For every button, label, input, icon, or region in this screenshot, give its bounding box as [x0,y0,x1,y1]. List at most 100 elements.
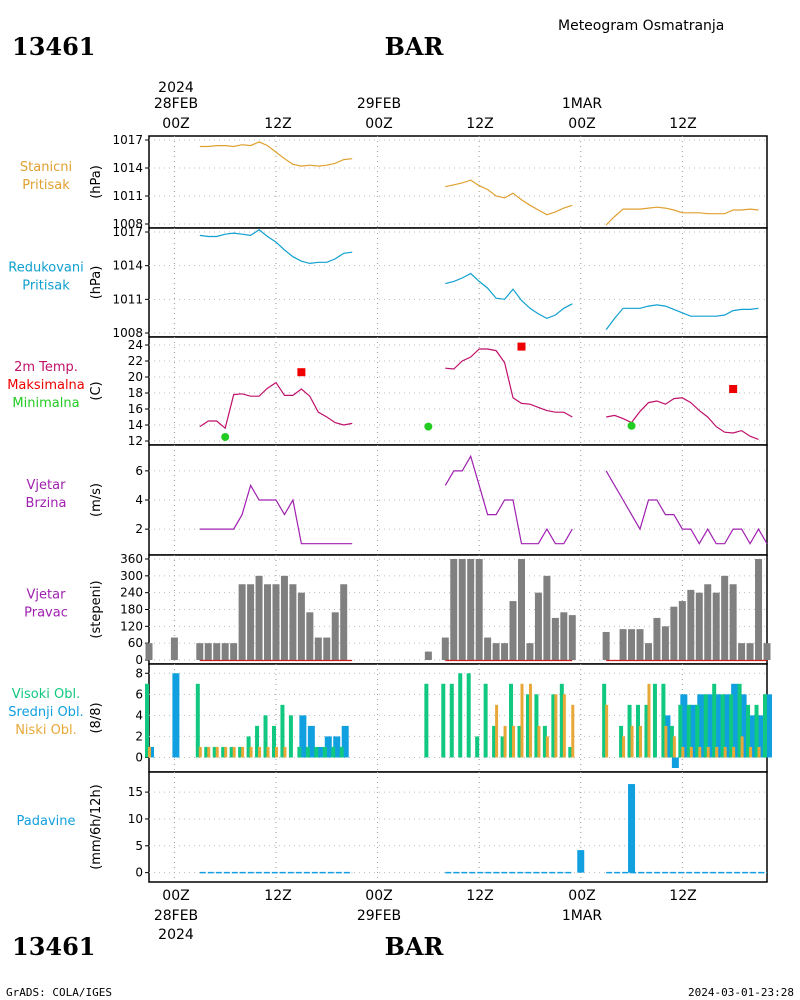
cloud-mid-bar [299,715,307,758]
cloud-high-bar [559,683,564,758]
wind-direction-bar [687,589,695,660]
wind-direction-bar [695,592,703,660]
cloud-high-bar [475,736,480,758]
cloud-low-bar [554,694,558,758]
cloud-high-bar [500,736,505,758]
cloud-high-bar [297,746,302,758]
cloud-high-bar [263,715,268,758]
cloud-low-bar [215,746,219,758]
wind-direction-bar [450,559,458,660]
panel-precipitation: 15 10 5 0 (mm/6h/12h) Padavine [17,771,768,883]
cloud-mid-bar [697,694,705,758]
y-tick-label: 0 [135,750,143,764]
cloud-high-bar [449,683,454,758]
series-line [445,348,573,418]
cloud-high-bar [746,704,751,758]
y-tick-label: 4 [135,708,143,722]
cloud-high-bar [542,725,547,758]
chart-title: Meteogram Osmatranja [558,18,724,34]
panels-group: 1017101410111008(hPa)StanicniPritisak101… [7,133,772,883]
cloud-low-bar [249,746,253,758]
bottom-hour-label-4: 12Z [466,888,493,904]
panel-label: Stanicni [20,160,72,175]
wind-direction-bar [475,559,483,660]
wind-direction-bar [264,584,272,660]
y-axis-unit: (C) [89,381,104,400]
panel-label: Pritisak [22,178,70,193]
y-tick-label: 1014 [112,259,143,273]
cloud-low-bar [715,746,719,758]
wind-direction-bar [602,631,610,660]
panel-frame [148,135,768,229]
series-line [445,272,573,320]
cloud-high-bar [627,704,632,758]
cloud-high-bar [145,683,149,758]
y-tick-label: 2 [135,729,143,743]
wind-direction-bar [492,643,500,660]
series-line [605,304,759,330]
cloud-high-bar [331,746,336,758]
bottom-hour-label-2: 12Z [264,888,291,904]
cloud-high-bar [754,704,759,758]
cloud-high-bar [204,746,209,758]
y-tick-label: 0 [135,866,143,880]
timestamp-text: 2024-03-01-23:28 [688,986,794,999]
cloud-high-bar [525,694,530,758]
panel-station_pressure: 1017 1014 1011 1008 (hPa) Stanicni Pritisak [20,133,768,231]
cloud-low-bar [232,746,236,758]
cloud-mid-bar [307,725,315,758]
wind-direction-bar [458,559,466,660]
cloud-low-bar [224,746,228,758]
panel-label: Vjetar [27,588,67,603]
cloud-mid-bar [688,704,696,758]
wind-direction-bar [289,584,297,660]
cloud-low-bar [732,746,736,758]
series-line [445,179,573,216]
cloud-high-bar [509,683,514,758]
cloud-high-bar [678,704,683,758]
cloud-high-bar [534,694,539,758]
wind-direction-bar [543,575,551,660]
cloud-low-bar [757,746,761,758]
wind-direction-bar [424,651,432,660]
wind-direction-bar [509,601,517,660]
y-tick-label: 2 [135,522,143,536]
bottom-hour-label-1: 00Z [162,888,189,904]
cloud-low-bar [740,736,744,758]
y-tick-label: 6 [135,464,143,478]
cloud-high-bar [280,704,285,758]
y-tick-label: 4 [135,493,143,507]
wind-direction-bar [467,559,475,660]
tmin-marker [627,421,636,430]
top-hour-label-4: 12Z [466,116,493,132]
cloud-high-bar [729,694,734,758]
station-id: 13461 [12,32,96,61]
cloud-low-bar [723,746,727,758]
cloud-low-bar [266,746,270,758]
cloud-high-bar [551,694,556,758]
panel-label: Brzina [26,496,67,511]
cloud-low-bar [672,736,676,758]
cloud-high-bar [517,725,522,758]
wind-direction-bar [145,643,153,660]
tmin-marker [424,422,433,431]
cloud-low-bar [537,725,541,758]
y-axis-unit: (8/8) [89,702,104,733]
tmax-marker [297,368,306,377]
cloud-high-bar [221,746,226,758]
precip-bar [577,850,585,873]
cloud-low-bar [689,746,693,758]
wind-direction-bar [644,643,652,660]
tmin-marker [221,433,230,441]
cloud-high-bar [288,715,293,758]
cloud-high-bar [441,683,446,758]
bottom-date-label-2: 29FEB [357,908,401,924]
top-year-label: 2024 [158,80,194,96]
cloud-low-bar [571,704,575,758]
wind-direction-bar [534,592,542,660]
cloud-low-bar [749,746,753,758]
cloud-high-bar [652,683,657,758]
cloud-low-bar [207,746,211,758]
cloud-low-bar [528,683,532,758]
wind-direction-bar [501,643,509,660]
